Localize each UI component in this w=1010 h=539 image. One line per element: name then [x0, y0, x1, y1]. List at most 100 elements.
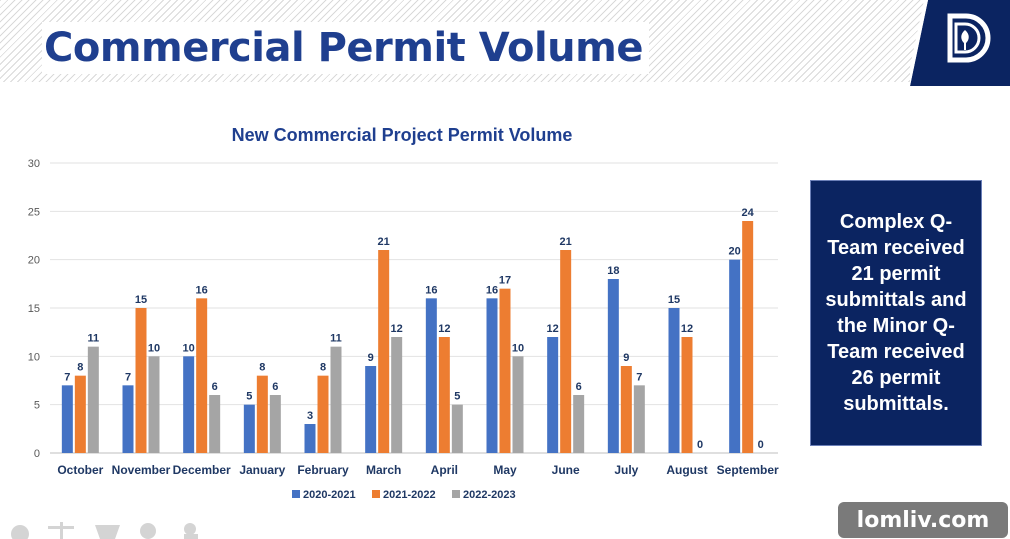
data-label: 12 — [391, 323, 403, 335]
bar — [209, 395, 221, 453]
data-label: 7 — [125, 371, 131, 383]
bar — [729, 259, 741, 453]
data-label: 7 — [64, 371, 70, 383]
y-tick-label: 30 — [28, 158, 40, 170]
bar — [547, 337, 559, 453]
data-label: 18 — [607, 265, 619, 277]
x-tick-label: June — [552, 463, 580, 477]
data-label: 8 — [259, 362, 265, 374]
bar — [438, 337, 450, 453]
data-label: 6 — [576, 381, 582, 393]
legend-label: 2022-2023 — [463, 489, 516, 501]
data-label: 0 — [697, 439, 703, 451]
bar — [499, 288, 511, 453]
y-tick-label: 0 — [34, 448, 40, 460]
y-tick-label: 20 — [28, 255, 40, 267]
x-tick-label: July — [614, 463, 638, 477]
y-tick-label: 10 — [28, 351, 40, 363]
data-label: 8 — [77, 362, 83, 374]
data-label: 17 — [499, 275, 511, 287]
page-title: Commercial Permit Volume — [42, 22, 649, 74]
bar — [391, 337, 403, 453]
bar — [573, 395, 585, 453]
watermark-text: lomliv.com — [856, 507, 990, 533]
bar — [378, 250, 390, 453]
summary-callout-text: Complex Q-Team received 21 permit submit… — [825, 211, 967, 415]
x-tick-label: February — [297, 463, 349, 477]
data-label: 16 — [196, 284, 208, 296]
bar — [620, 366, 632, 453]
bar — [451, 404, 463, 453]
data-label: 15 — [135, 294, 147, 306]
bar — [304, 424, 316, 453]
watermark-badge: lomliv.com — [838, 502, 1008, 538]
x-tick-label: January — [239, 463, 285, 477]
x-tick-label: May — [493, 463, 517, 477]
data-label: 21 — [378, 236, 390, 248]
y-tick-label: 5 — [34, 400, 40, 412]
data-label: 12 — [547, 323, 559, 335]
bar — [317, 375, 329, 453]
footer-icons-strip — [11, 522, 198, 539]
data-label: 10 — [512, 342, 524, 354]
x-tick-label: April — [431, 463, 458, 477]
y-tick-label: 25 — [28, 206, 40, 218]
bar — [742, 221, 754, 453]
data-label: 20 — [729, 246, 741, 258]
data-label: 11 — [88, 333, 100, 345]
data-label: 9 — [623, 352, 629, 364]
data-label: 6 — [272, 381, 278, 393]
bar — [135, 308, 147, 453]
data-label: 24 — [742, 207, 755, 219]
dallas-logo-icon — [910, 0, 1010, 86]
data-label: 12 — [438, 323, 450, 335]
legend-label: 2020-2021 — [303, 489, 356, 501]
bar — [365, 366, 377, 453]
y-tick-label: 15 — [28, 303, 40, 315]
bar — [196, 298, 208, 453]
data-label: 8 — [320, 362, 326, 374]
data-label: 0 — [758, 439, 764, 451]
bar — [560, 250, 572, 453]
bar — [330, 346, 342, 453]
x-tick-label: December — [173, 463, 231, 477]
data-label: 12 — [681, 323, 693, 335]
data-label: 7 — [636, 371, 642, 383]
bar — [425, 298, 437, 453]
x-tick-label: November — [112, 463, 171, 477]
bar — [183, 356, 195, 453]
data-label: 5 — [246, 391, 252, 403]
bar — [122, 385, 134, 453]
bar — [633, 385, 645, 453]
legend-swatch — [372, 490, 380, 498]
data-label: 5 — [454, 391, 460, 403]
bar — [668, 308, 680, 453]
legend-label: 2021-2022 — [383, 489, 436, 501]
data-label: 16 — [425, 284, 437, 296]
legend-swatch — [292, 490, 300, 498]
bar — [61, 385, 73, 453]
data-label: 10 — [183, 342, 195, 354]
chart-title: New Commercial Project Permit Volume — [232, 125, 573, 145]
data-label: 21 — [560, 236, 572, 248]
bar — [256, 375, 268, 453]
data-label: 11 — [330, 333, 342, 345]
x-tick-label: March — [366, 463, 401, 477]
bar — [269, 395, 281, 453]
data-label: 6 — [212, 381, 218, 393]
data-label: 10 — [148, 342, 160, 354]
bar — [486, 298, 498, 453]
data-label: 15 — [668, 294, 680, 306]
data-label: 16 — [486, 284, 498, 296]
summary-callout: Complex Q-Team received 21 permit submit… — [810, 180, 982, 446]
bar — [512, 356, 524, 453]
x-tick-label: September — [717, 463, 779, 477]
data-label: 9 — [368, 352, 374, 364]
bar — [681, 337, 693, 453]
data-label: 3 — [307, 410, 313, 422]
x-tick-label: August — [666, 463, 707, 477]
x-tick-label: October — [57, 463, 103, 477]
legend-swatch — [452, 490, 460, 498]
bar — [607, 279, 619, 453]
bar — [74, 375, 86, 453]
